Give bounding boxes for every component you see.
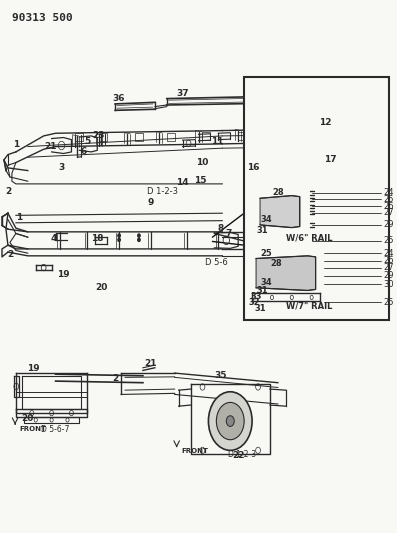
Bar bbox=[99, 133, 107, 141]
Text: 32: 32 bbox=[248, 298, 260, 307]
Bar bbox=[167, 133, 175, 141]
Text: 21: 21 bbox=[44, 142, 57, 150]
Text: 8: 8 bbox=[217, 224, 224, 232]
Text: 14: 14 bbox=[176, 178, 189, 187]
Text: 30: 30 bbox=[383, 280, 394, 288]
Text: 11: 11 bbox=[211, 137, 224, 146]
Text: 25: 25 bbox=[383, 237, 393, 245]
Text: 29: 29 bbox=[383, 271, 393, 280]
Text: 28: 28 bbox=[272, 189, 284, 197]
Text: 26: 26 bbox=[383, 202, 394, 211]
Text: 7: 7 bbox=[225, 229, 231, 238]
Text: 31: 31 bbox=[256, 226, 268, 235]
Text: 37: 37 bbox=[176, 89, 189, 98]
Circle shape bbox=[226, 416, 234, 426]
Text: 3: 3 bbox=[58, 164, 65, 172]
Text: D 1-2-3: D 1-2-3 bbox=[228, 450, 256, 459]
Text: 26: 26 bbox=[383, 256, 394, 265]
Text: 19: 19 bbox=[27, 365, 40, 373]
Text: 15: 15 bbox=[194, 176, 207, 184]
Text: 16: 16 bbox=[247, 164, 260, 172]
Text: D 1-2-3: D 1-2-3 bbox=[147, 187, 178, 196]
Polygon shape bbox=[256, 256, 316, 290]
Text: 20: 20 bbox=[21, 414, 34, 423]
Text: FRONT: FRONT bbox=[20, 426, 47, 432]
Text: D 5-6-7: D 5-6-7 bbox=[41, 425, 70, 433]
Circle shape bbox=[138, 234, 140, 237]
Bar bbox=[135, 133, 143, 141]
Text: 21: 21 bbox=[145, 359, 157, 368]
Text: 25: 25 bbox=[383, 195, 393, 204]
Text: 34: 34 bbox=[260, 215, 272, 224]
Text: 31: 31 bbox=[254, 304, 266, 312]
Text: 25: 25 bbox=[383, 298, 393, 306]
Text: 27: 27 bbox=[383, 208, 394, 217]
Text: 23: 23 bbox=[92, 131, 105, 140]
Text: D 5-6: D 5-6 bbox=[205, 258, 228, 266]
Circle shape bbox=[118, 234, 120, 237]
Text: 28: 28 bbox=[270, 260, 282, 268]
Text: 25: 25 bbox=[260, 249, 272, 257]
Text: 1: 1 bbox=[13, 141, 19, 149]
Text: 5: 5 bbox=[84, 137, 91, 146]
Text: 17: 17 bbox=[324, 156, 337, 164]
Text: 24: 24 bbox=[383, 249, 393, 257]
Text: 35: 35 bbox=[214, 372, 227, 380]
Circle shape bbox=[208, 392, 252, 450]
Text: 9: 9 bbox=[148, 198, 154, 207]
Circle shape bbox=[216, 402, 244, 440]
Text: 12: 12 bbox=[319, 118, 332, 127]
Text: 22: 22 bbox=[232, 451, 245, 460]
Text: 6: 6 bbox=[80, 148, 87, 156]
Text: 2: 2 bbox=[7, 251, 13, 259]
Text: 19: 19 bbox=[57, 270, 70, 279]
Circle shape bbox=[138, 238, 140, 241]
Text: 36: 36 bbox=[112, 94, 125, 103]
Text: 1: 1 bbox=[16, 213, 22, 222]
Polygon shape bbox=[260, 196, 300, 228]
Bar bbox=[244, 77, 389, 320]
Text: 2: 2 bbox=[112, 374, 118, 383]
Bar bbox=[202, 132, 210, 140]
Circle shape bbox=[118, 238, 120, 241]
Text: 4: 4 bbox=[50, 234, 57, 243]
Text: 24: 24 bbox=[383, 189, 393, 197]
Bar bbox=[238, 132, 246, 140]
Text: 29: 29 bbox=[383, 221, 393, 229]
Text: FRONT: FRONT bbox=[182, 448, 209, 455]
Text: 34: 34 bbox=[260, 278, 272, 287]
Text: 33: 33 bbox=[251, 293, 262, 301]
Text: W/6" RAIL: W/6" RAIL bbox=[286, 234, 333, 243]
Text: 90313 500: 90313 500 bbox=[12, 13, 73, 23]
Text: 10: 10 bbox=[196, 158, 209, 167]
Text: W/7" RAIL: W/7" RAIL bbox=[286, 302, 333, 311]
Text: 27: 27 bbox=[383, 263, 394, 272]
Text: 20: 20 bbox=[95, 284, 108, 292]
Bar bbox=[75, 133, 83, 141]
Text: 2: 2 bbox=[5, 188, 11, 196]
Text: 31: 31 bbox=[256, 286, 268, 295]
Text: 18: 18 bbox=[91, 234, 104, 243]
